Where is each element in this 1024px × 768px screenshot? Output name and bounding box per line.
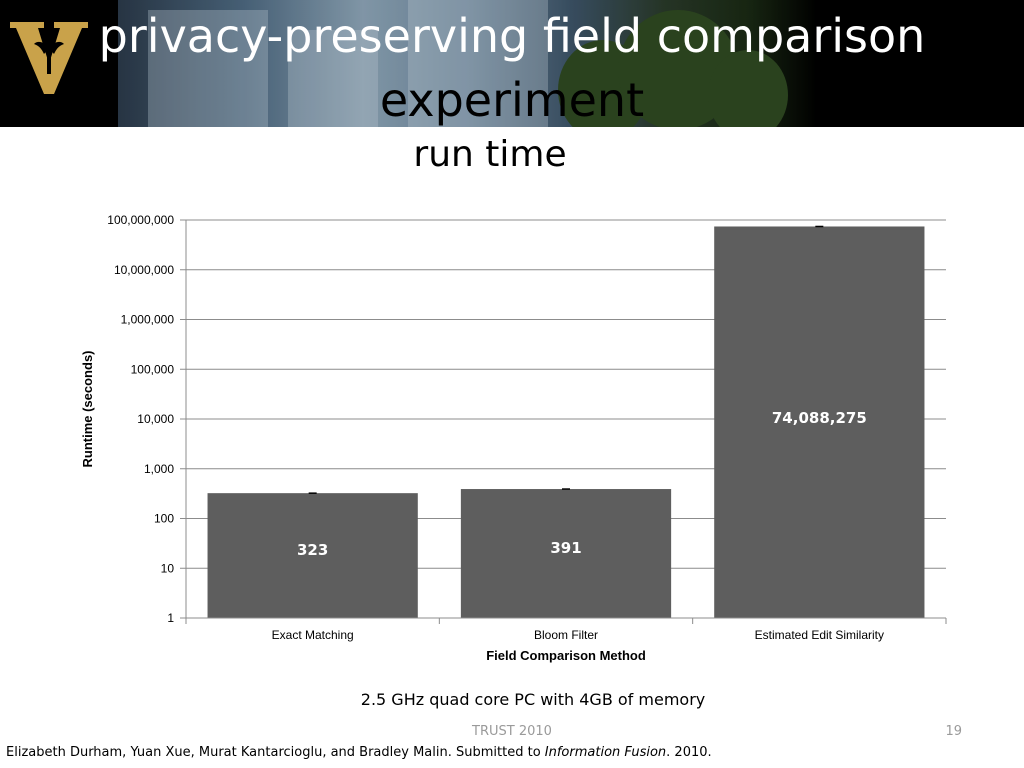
- citation-authors: Elizabeth Durham, Yuan Xue, Murat Kantar…: [6, 745, 545, 760]
- data-label: 391: [550, 539, 581, 557]
- vanderbilt-logo-icon: [10, 22, 88, 94]
- y-tick-label: 1,000: [144, 462, 174, 476]
- y-tick-label: 100: [154, 512, 174, 526]
- y-tick-label: 10,000: [137, 412, 174, 426]
- y-axis-ticks: 1 10 100 1,000 10,000 100,000 1,000,000 10,000,…: [107, 213, 174, 625]
- y-tick-label: 100,000: [131, 362, 175, 376]
- error-bars: [308, 225, 824, 494]
- data-labels: 323 391 74,088,275: [297, 409, 867, 559]
- bar-0: [207, 493, 418, 618]
- y-tick-label: 10: [161, 561, 175, 575]
- data-label: 74,088,275: [772, 409, 867, 427]
- building-photo: [118, 0, 818, 127]
- y-tick-label: 1,000,000: [121, 313, 175, 327]
- y-axis-label: Runtime (seconds): [80, 350, 95, 467]
- slide-title: privacy-preserving field comparison: [98, 9, 926, 63]
- bar-1: [460, 489, 672, 618]
- y-tick-label: 10,000,000: [114, 263, 174, 277]
- bar-2: [714, 226, 925, 618]
- citation: Elizabeth Durham, Yuan Xue, Murat Kantar…: [6, 745, 712, 760]
- runtime-bar-chart: 1 10 100 1,000 10,000 100,000 1,000,000 10,000,…: [80, 213, 947, 663]
- footer-label: TRUST 2010: [472, 724, 552, 739]
- bars: [207, 226, 925, 618]
- slide-title-line2: experiment: [379, 73, 645, 127]
- page-number: 19: [945, 724, 962, 739]
- hardware-note: 2.5 GHz quad core PC with 4GB of memory: [360, 690, 706, 709]
- x-tick-label: Estimated Edit Similarity: [755, 628, 884, 642]
- slide-subtitle: run time: [413, 134, 567, 175]
- citation-year: . 2010.: [666, 745, 712, 760]
- y-tick-label: 100,000,000: [107, 213, 174, 227]
- data-label: 323: [297, 541, 328, 559]
- header-banner: privacy-preserving field comparison: [0, 0, 1024, 127]
- y-tick-label: 1: [167, 611, 174, 625]
- citation-journal: Information Fusion: [544, 745, 667, 760]
- x-tick-label: Exact Matching: [272, 628, 354, 642]
- x-tick-label: Bloom Filter: [534, 628, 598, 642]
- x-axis-ticks: Exact Matching Bloom Filter Estimated Edit…: [185, 618, 947, 642]
- x-axis-label: Field Comparison Method: [486, 648, 646, 663]
